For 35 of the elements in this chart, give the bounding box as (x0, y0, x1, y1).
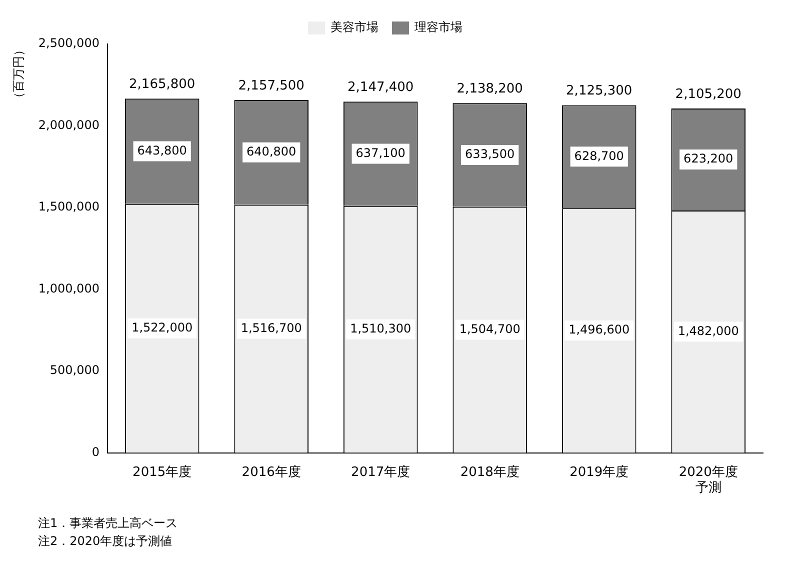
data-label: 1,522,000 (132, 320, 193, 334)
y-tick-label: 1,500,000 (38, 200, 100, 214)
x-tick-label: 2015年度 (132, 464, 192, 480)
total-label: 2,105,200 (675, 86, 742, 102)
y-tick-label: 2,000,000 (38, 118, 100, 132)
y-tick-label: 1,000,000 (38, 281, 100, 296)
data-label: 640,800 (246, 144, 296, 159)
total-label: 2,157,500 (238, 78, 304, 94)
data-label: 633,500 (465, 147, 515, 162)
total-label: 2,165,800 (129, 77, 196, 92)
data-label: 1,496,600 (568, 322, 630, 337)
total-label: 2,125,300 (566, 84, 632, 99)
x-tick-label: 2017年度 (351, 464, 410, 480)
x-tick-label: 2020年度予測 (678, 464, 738, 496)
data-label: 1,516,700 (240, 320, 302, 335)
data-label: 1,504,700 (459, 322, 520, 336)
total-label: 2,138,200 (456, 82, 523, 97)
data-label: 1,510,300 (350, 321, 412, 336)
data-label: 623,200 (684, 152, 734, 166)
data-label: 643,800 (137, 143, 187, 158)
data-label: 1,482,000 (678, 324, 739, 338)
y-tick-label: 500,000 (50, 363, 100, 378)
x-tick-label: 2019年度 (570, 464, 629, 480)
y-tick-label: 0 (92, 444, 100, 459)
x-tick-label: 2016年度 (242, 464, 301, 480)
text: 注1．事業者売上高ベース (38, 515, 179, 532)
x-tick-label: 2018年度 (460, 464, 520, 480)
data-label: 637,100 (356, 146, 406, 160)
y-axis-title: （百万円） (11, 44, 26, 104)
y-tick-label: 2,500,000 (38, 36, 100, 50)
text: 注2．2020年度は予測値 (38, 533, 174, 550)
legend-label: 美容市場 (330, 20, 378, 34)
data-label: 628,700 (574, 148, 624, 163)
legend-label: 理容市場 (414, 20, 462, 34)
total-label: 2,147,400 (348, 80, 414, 96)
